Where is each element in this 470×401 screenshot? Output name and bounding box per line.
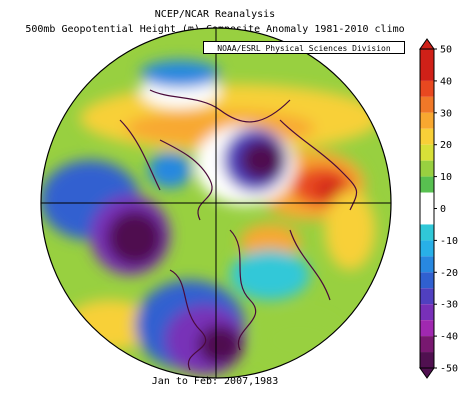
chart-title: NCEP/NCAR Reanalysis — [154, 9, 276, 20]
colorbar-band — [420, 160, 434, 177]
colorbar-tick-label: -10 — [440, 236, 458, 247]
low-atlantic — [140, 60, 220, 88]
coast-arctic — [149, 89, 291, 123]
colorbar-band — [420, 96, 434, 113]
watermark: NOAA/ESRL Physical Sciences Division — [203, 41, 405, 54]
colorbar-band — [420, 224, 434, 241]
colorbar-top-arrow — [419, 38, 435, 50]
colorbar-band — [420, 352, 434, 368]
low-arctic-core — [240, 140, 284, 180]
ridge-europe — [240, 224, 300, 260]
coast-alaska — [159, 139, 213, 221]
date-range-label: Jan to Feb: 2007,1983 — [151, 376, 279, 387]
colorbar-tick-label: 10 — [440, 172, 452, 183]
colorbar-tick-label: 40 — [440, 76, 452, 87]
low-bering — [148, 152, 192, 188]
low-pacific-core — [107, 210, 163, 266]
colorbar-band — [420, 128, 434, 145]
coast-europe — [119, 119, 161, 191]
ridge-siberia-max — [316, 179, 344, 201]
colorbar-tick-label: 50 — [440, 45, 452, 56]
coast-west-na — [229, 229, 257, 351]
low-atlantic-ridge — [230, 250, 310, 300]
colorbar-tick-label: -30 — [440, 300, 458, 311]
coastlines — [119, 89, 358, 371]
colorbar-band — [420, 112, 434, 129]
colorbar-band — [420, 49, 434, 81]
coast-siberia — [279, 119, 358, 211]
colorbar-tick-label: 20 — [440, 140, 452, 151]
colorbar-band — [420, 272, 434, 289]
colorbar-tick-label: 0 — [440, 204, 446, 215]
colorbar-band — [420, 144, 434, 161]
colorbar-tick-label: 30 — [440, 108, 452, 119]
colorbar-band — [420, 288, 434, 305]
colorbar-band — [420, 336, 434, 353]
coast-east-na — [169, 269, 207, 371]
colorbar-band — [420, 320, 434, 337]
colorbar-tick-label: -40 — [440, 332, 458, 343]
colorbar-tick-label: -20 — [440, 268, 458, 279]
colorbar-tick-label: -50 — [440, 364, 458, 375]
colorbar-band — [420, 80, 434, 97]
map-boundary — [40, 27, 392, 379]
colorbar-band — [420, 256, 434, 273]
colorbar-band — [420, 240, 434, 257]
colorbar-band — [420, 176, 434, 193]
anomaly-field — [41, 28, 391, 378]
low-east-na-max — [198, 325, 242, 365]
colorbar-band — [420, 192, 434, 225]
coast-east-asia — [289, 229, 331, 301]
ridge-east-asia — [325, 190, 375, 270]
colorbar-band — [420, 304, 434, 321]
